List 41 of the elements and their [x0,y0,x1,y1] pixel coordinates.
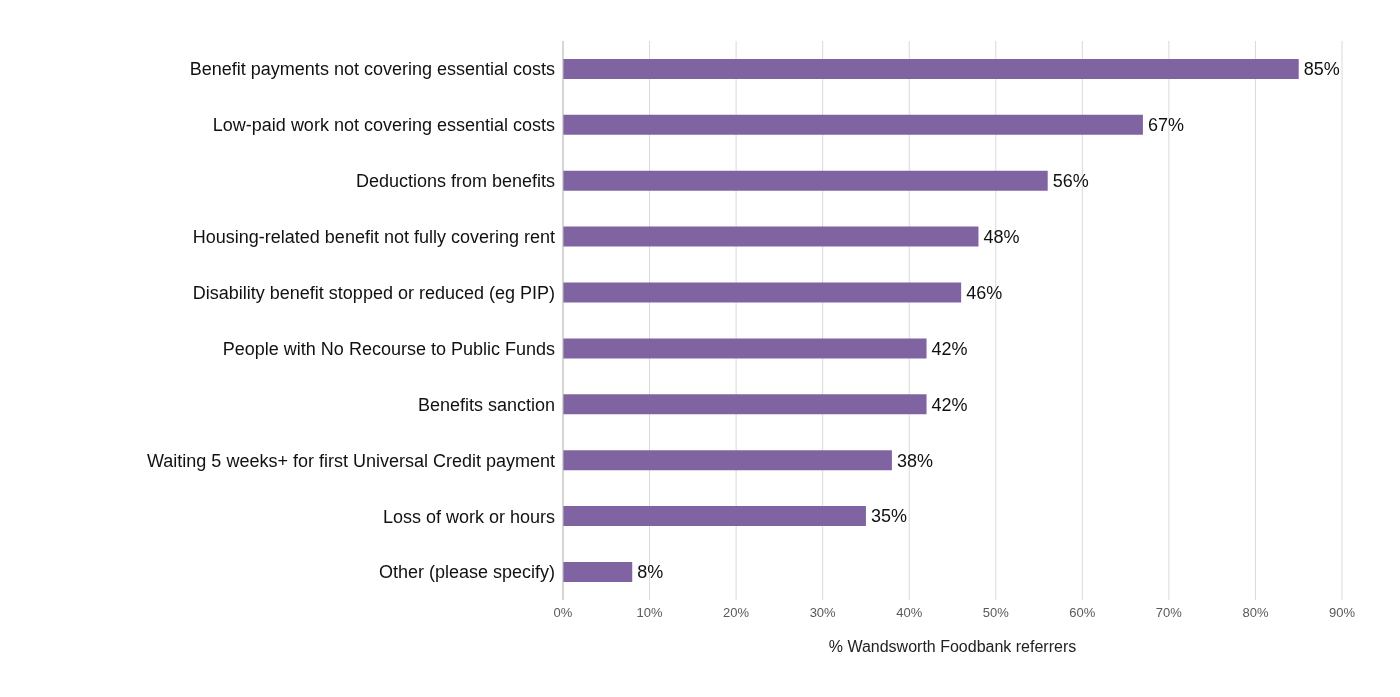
x-tick-label: 20% [723,605,750,621]
bar [563,506,866,527]
bar [563,226,979,247]
bar [563,58,1299,79]
x-tick-label: 70% [1155,605,1183,621]
x-tick-label: 50% [982,605,1010,621]
data-label: 48% [983,226,1020,247]
y-tick-label: Deductions from benefits [355,171,555,192]
data-label: 67% [1147,115,1184,136]
data-label: 42% [931,338,968,359]
y-tick-label: Disability benefit stopped or reduced (eg PIP) [192,282,555,303]
data-label: 8% [637,562,664,583]
y-tick-label: People with No Recourse to Public Funds [222,338,555,359]
data-label: 42% [931,394,968,415]
x-tick-label: 10% [636,605,663,621]
data-label: 85% [1303,59,1340,80]
bar [563,561,633,582]
y-tick-label: Other (please specify) [378,562,555,583]
x-tick-label: 90% [1328,605,1356,621]
bar [563,114,1143,135]
x-tick-label: 40% [896,605,923,621]
data-label: 35% [870,506,907,527]
y-tick-label: Housing-related benefit not fully covering rent [192,227,555,248]
x-axis-title: % Wandsworth Foodbank referrers [828,638,1077,655]
bar [563,394,927,415]
bar [563,282,962,303]
y-tick-label: Waiting 5 weeks+ for first Universal Credit payment [147,450,555,471]
data-label: 38% [896,450,933,471]
x-tick-label: 60% [1069,605,1096,621]
bar [563,170,1048,191]
x-tick-label: 0% [553,605,573,621]
bar [563,338,927,359]
data-label: 46% [966,282,1003,303]
y-tick-label: Benefit payments not covering essential costs [189,59,555,80]
y-tick-label: Loss of work or hours [382,506,555,527]
x-tick-label: 30% [809,605,837,621]
data-label: 56% [1052,171,1089,192]
y-tick-label: Low-paid work not covering essential costs [212,115,555,136]
y-tick-label: Benefits sanction [417,394,555,415]
bar [563,450,892,471]
x-tick-label: 80% [1242,605,1269,621]
